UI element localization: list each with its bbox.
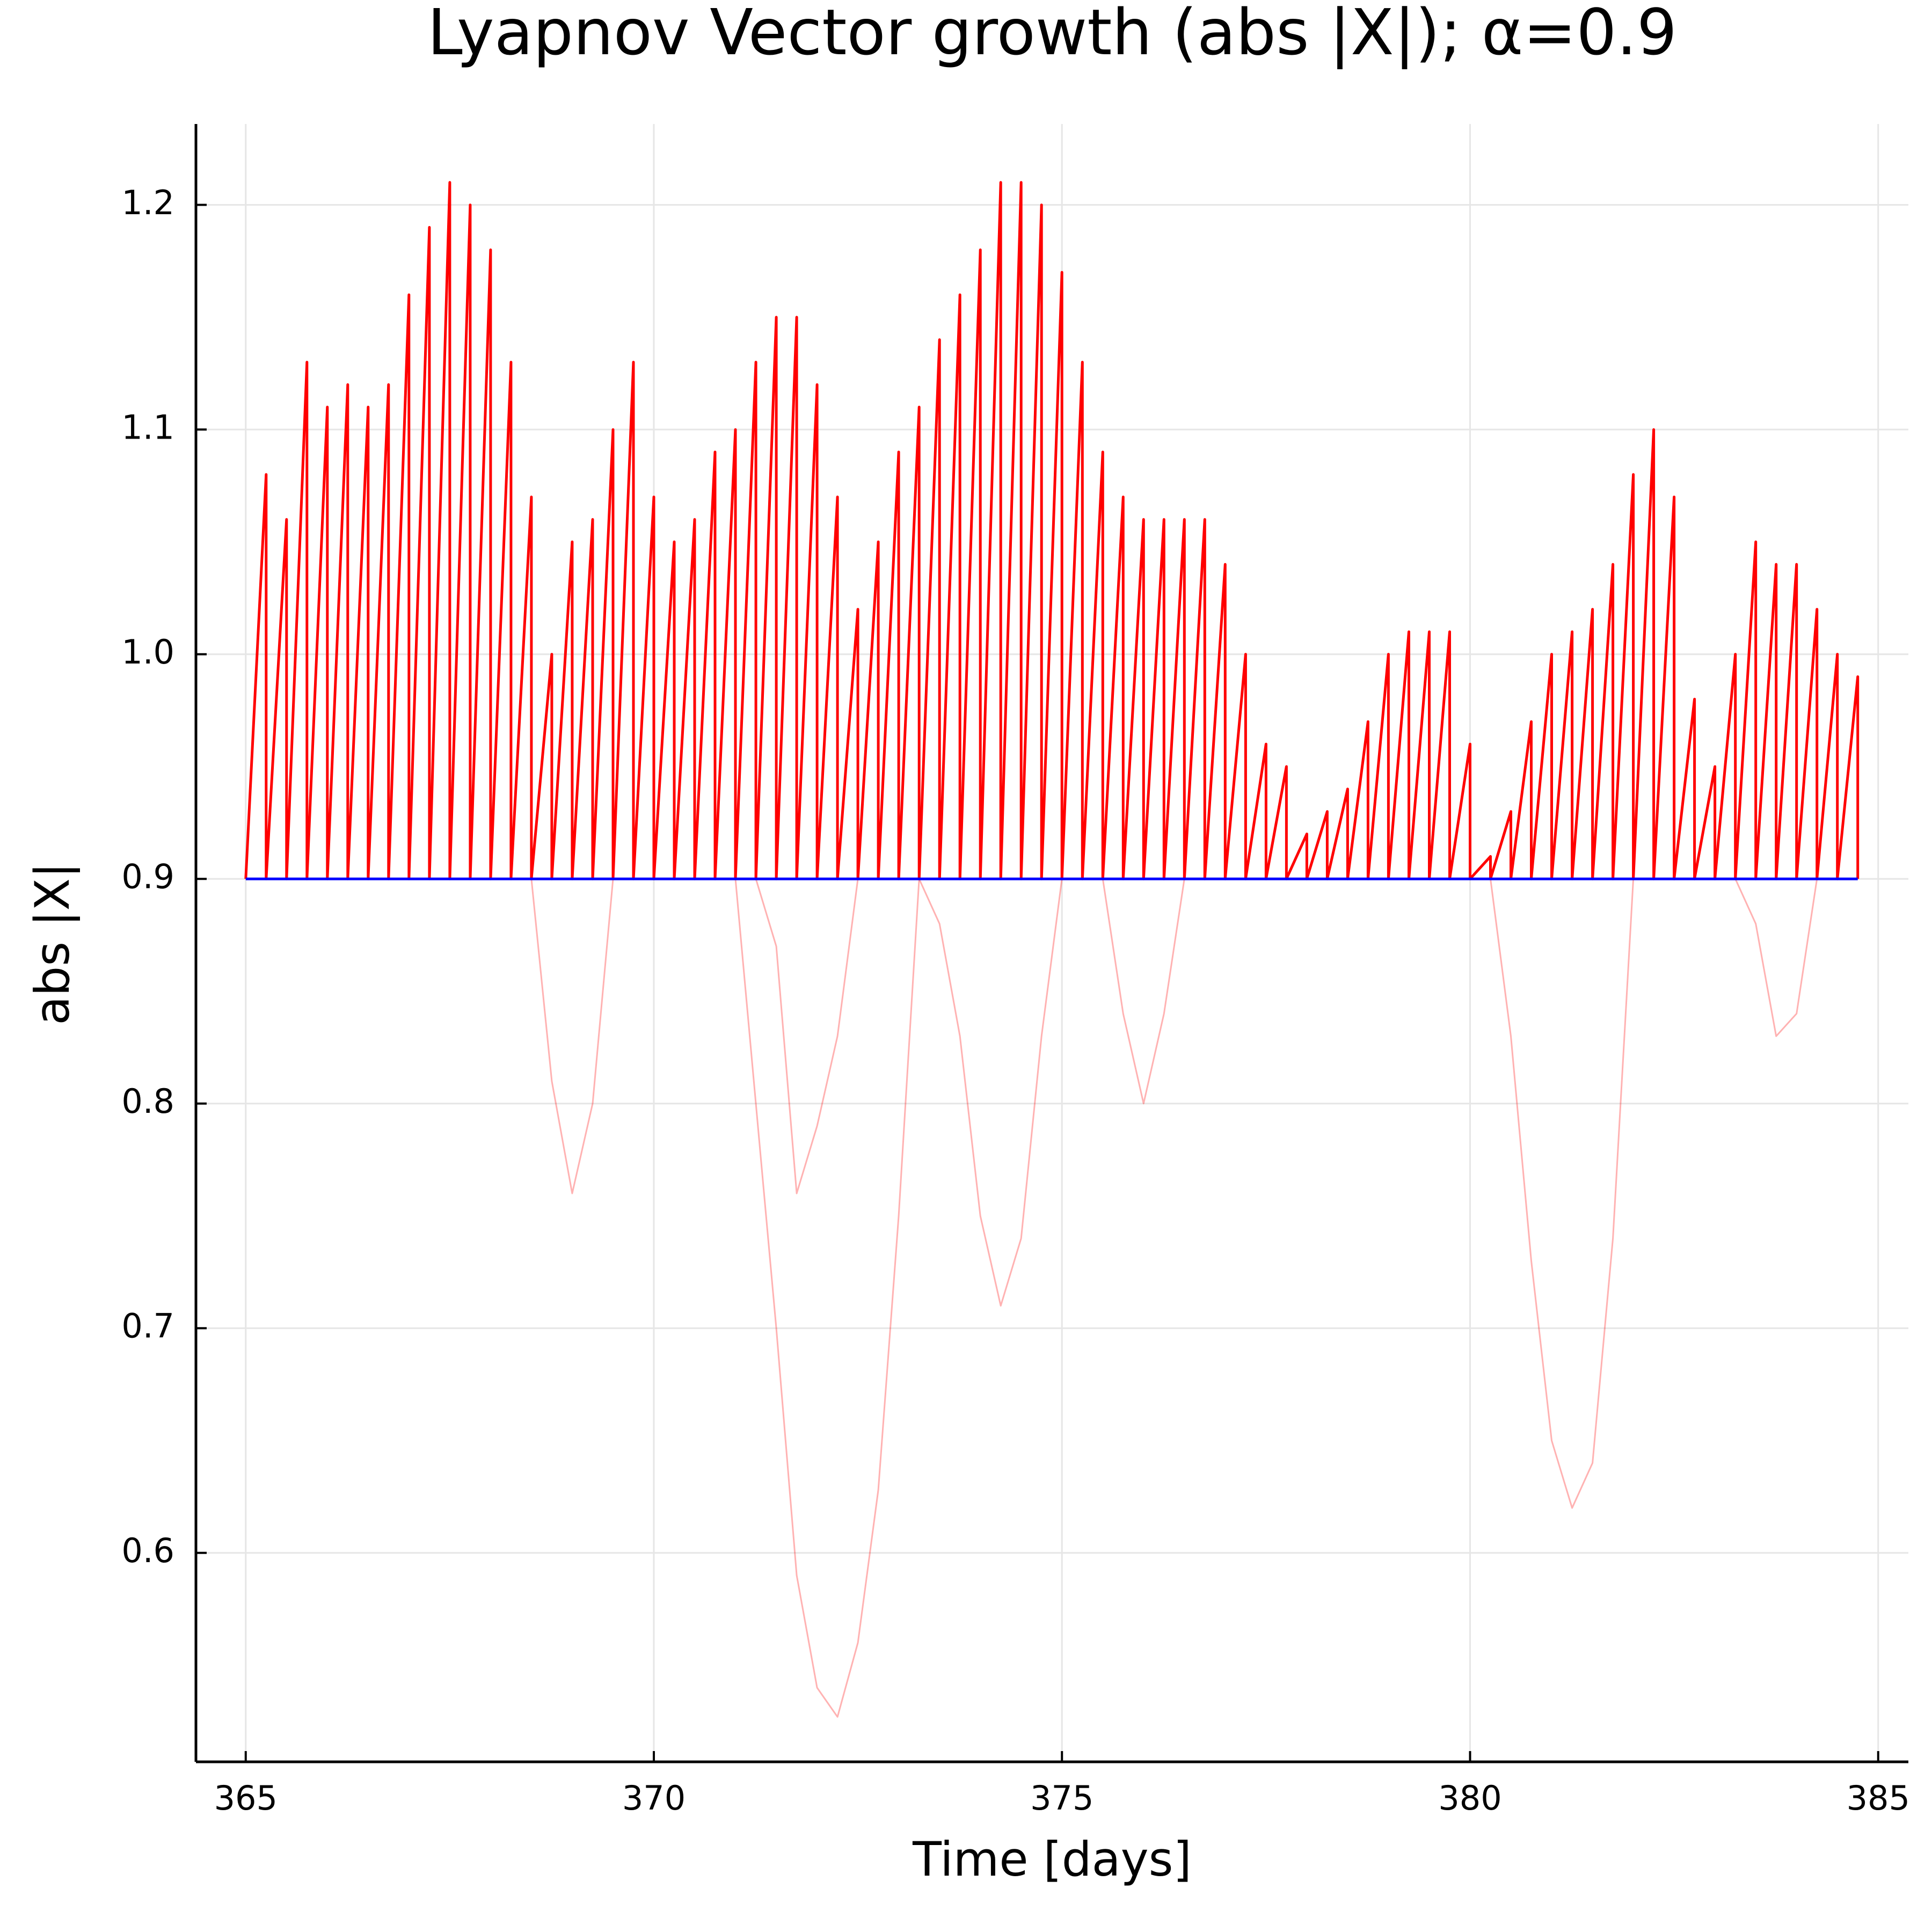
series-line <box>244 181 1860 880</box>
series-line <box>530 879 614 1194</box>
y-tick-label: 0.8 <box>121 1082 174 1121</box>
y-tick-label: 0.7 <box>121 1306 174 1345</box>
series-line <box>1734 878 1818 1037</box>
y-axis-label: abs |X| <box>25 862 81 1025</box>
series-line <box>918 878 1063 1307</box>
x-tick-label: 370 <box>622 1778 686 1818</box>
series-line <box>1102 878 1185 1105</box>
x-tick-label: 365 <box>214 1778 278 1818</box>
chart-title: Lyapnov Vector growth (abs |X|); α=0.9 <box>427 0 1677 69</box>
y-tick-label: 0.6 <box>121 1531 174 1570</box>
series-line <box>1490 879 1635 1509</box>
series-line <box>734 879 920 1718</box>
x-axis-label: Time [days] <box>912 1832 1192 1887</box>
y-tick-label: 1.1 <box>121 407 174 447</box>
y-tick-label: 1.0 <box>121 632 174 672</box>
x-tick-label: 375 <box>1030 1778 1093 1818</box>
x-tick-label: 385 <box>1847 1778 1910 1818</box>
y-tick-label: 1.2 <box>121 183 174 222</box>
series-line <box>755 878 859 1194</box>
x-tick-label: 380 <box>1438 1778 1501 1818</box>
y-tick-label: 0.9 <box>121 857 174 896</box>
